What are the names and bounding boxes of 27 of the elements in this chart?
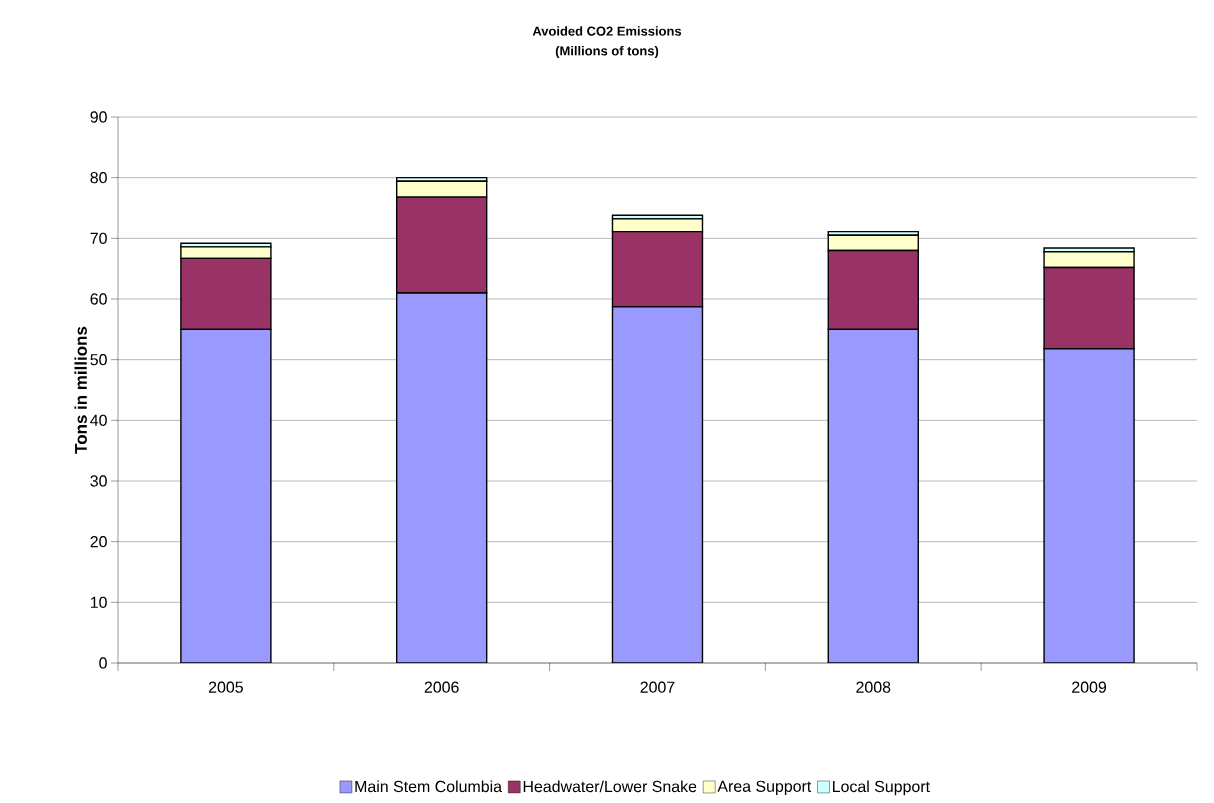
legend-label: Main Stem Columbia [355,780,503,793]
bar [827,328,919,663]
legend-label: Headwater/Lower Snake [523,780,697,793]
y-tick-label: 0 [99,657,107,669]
y-tick-label: 90 [90,111,107,123]
chart-title: Avoided CO2 Emissions [532,26,682,36]
y-tick-label: 70 [90,232,107,244]
y-tick-label: 30 [90,475,107,487]
chart-subtitle: (Millions of tons) [555,45,659,59]
legend-label: Area Support [717,780,812,796]
y-tick-label: 40 [90,414,107,426]
bar [611,306,704,663]
bar [395,292,488,663]
x-tick-label: 2005 [208,681,243,693]
bar [1043,348,1135,663]
y-tick-label: 80 [90,172,107,184]
x-tick-label: 2008 [856,681,891,693]
y-tick-label: 10 [90,596,107,608]
x-tick-label: 2006 [424,681,459,693]
x-tick-label: 2007 [640,681,675,693]
x-tick-label: 2009 [1072,681,1107,693]
y-tick-label: 20 [90,536,107,548]
y-tick-label: 60 [90,293,107,305]
y-axis-title: Tons in millions [74,326,87,454]
y-tick-label: 50 [90,354,107,366]
legend-label: Local Support [833,780,930,796]
bar [180,328,272,663]
